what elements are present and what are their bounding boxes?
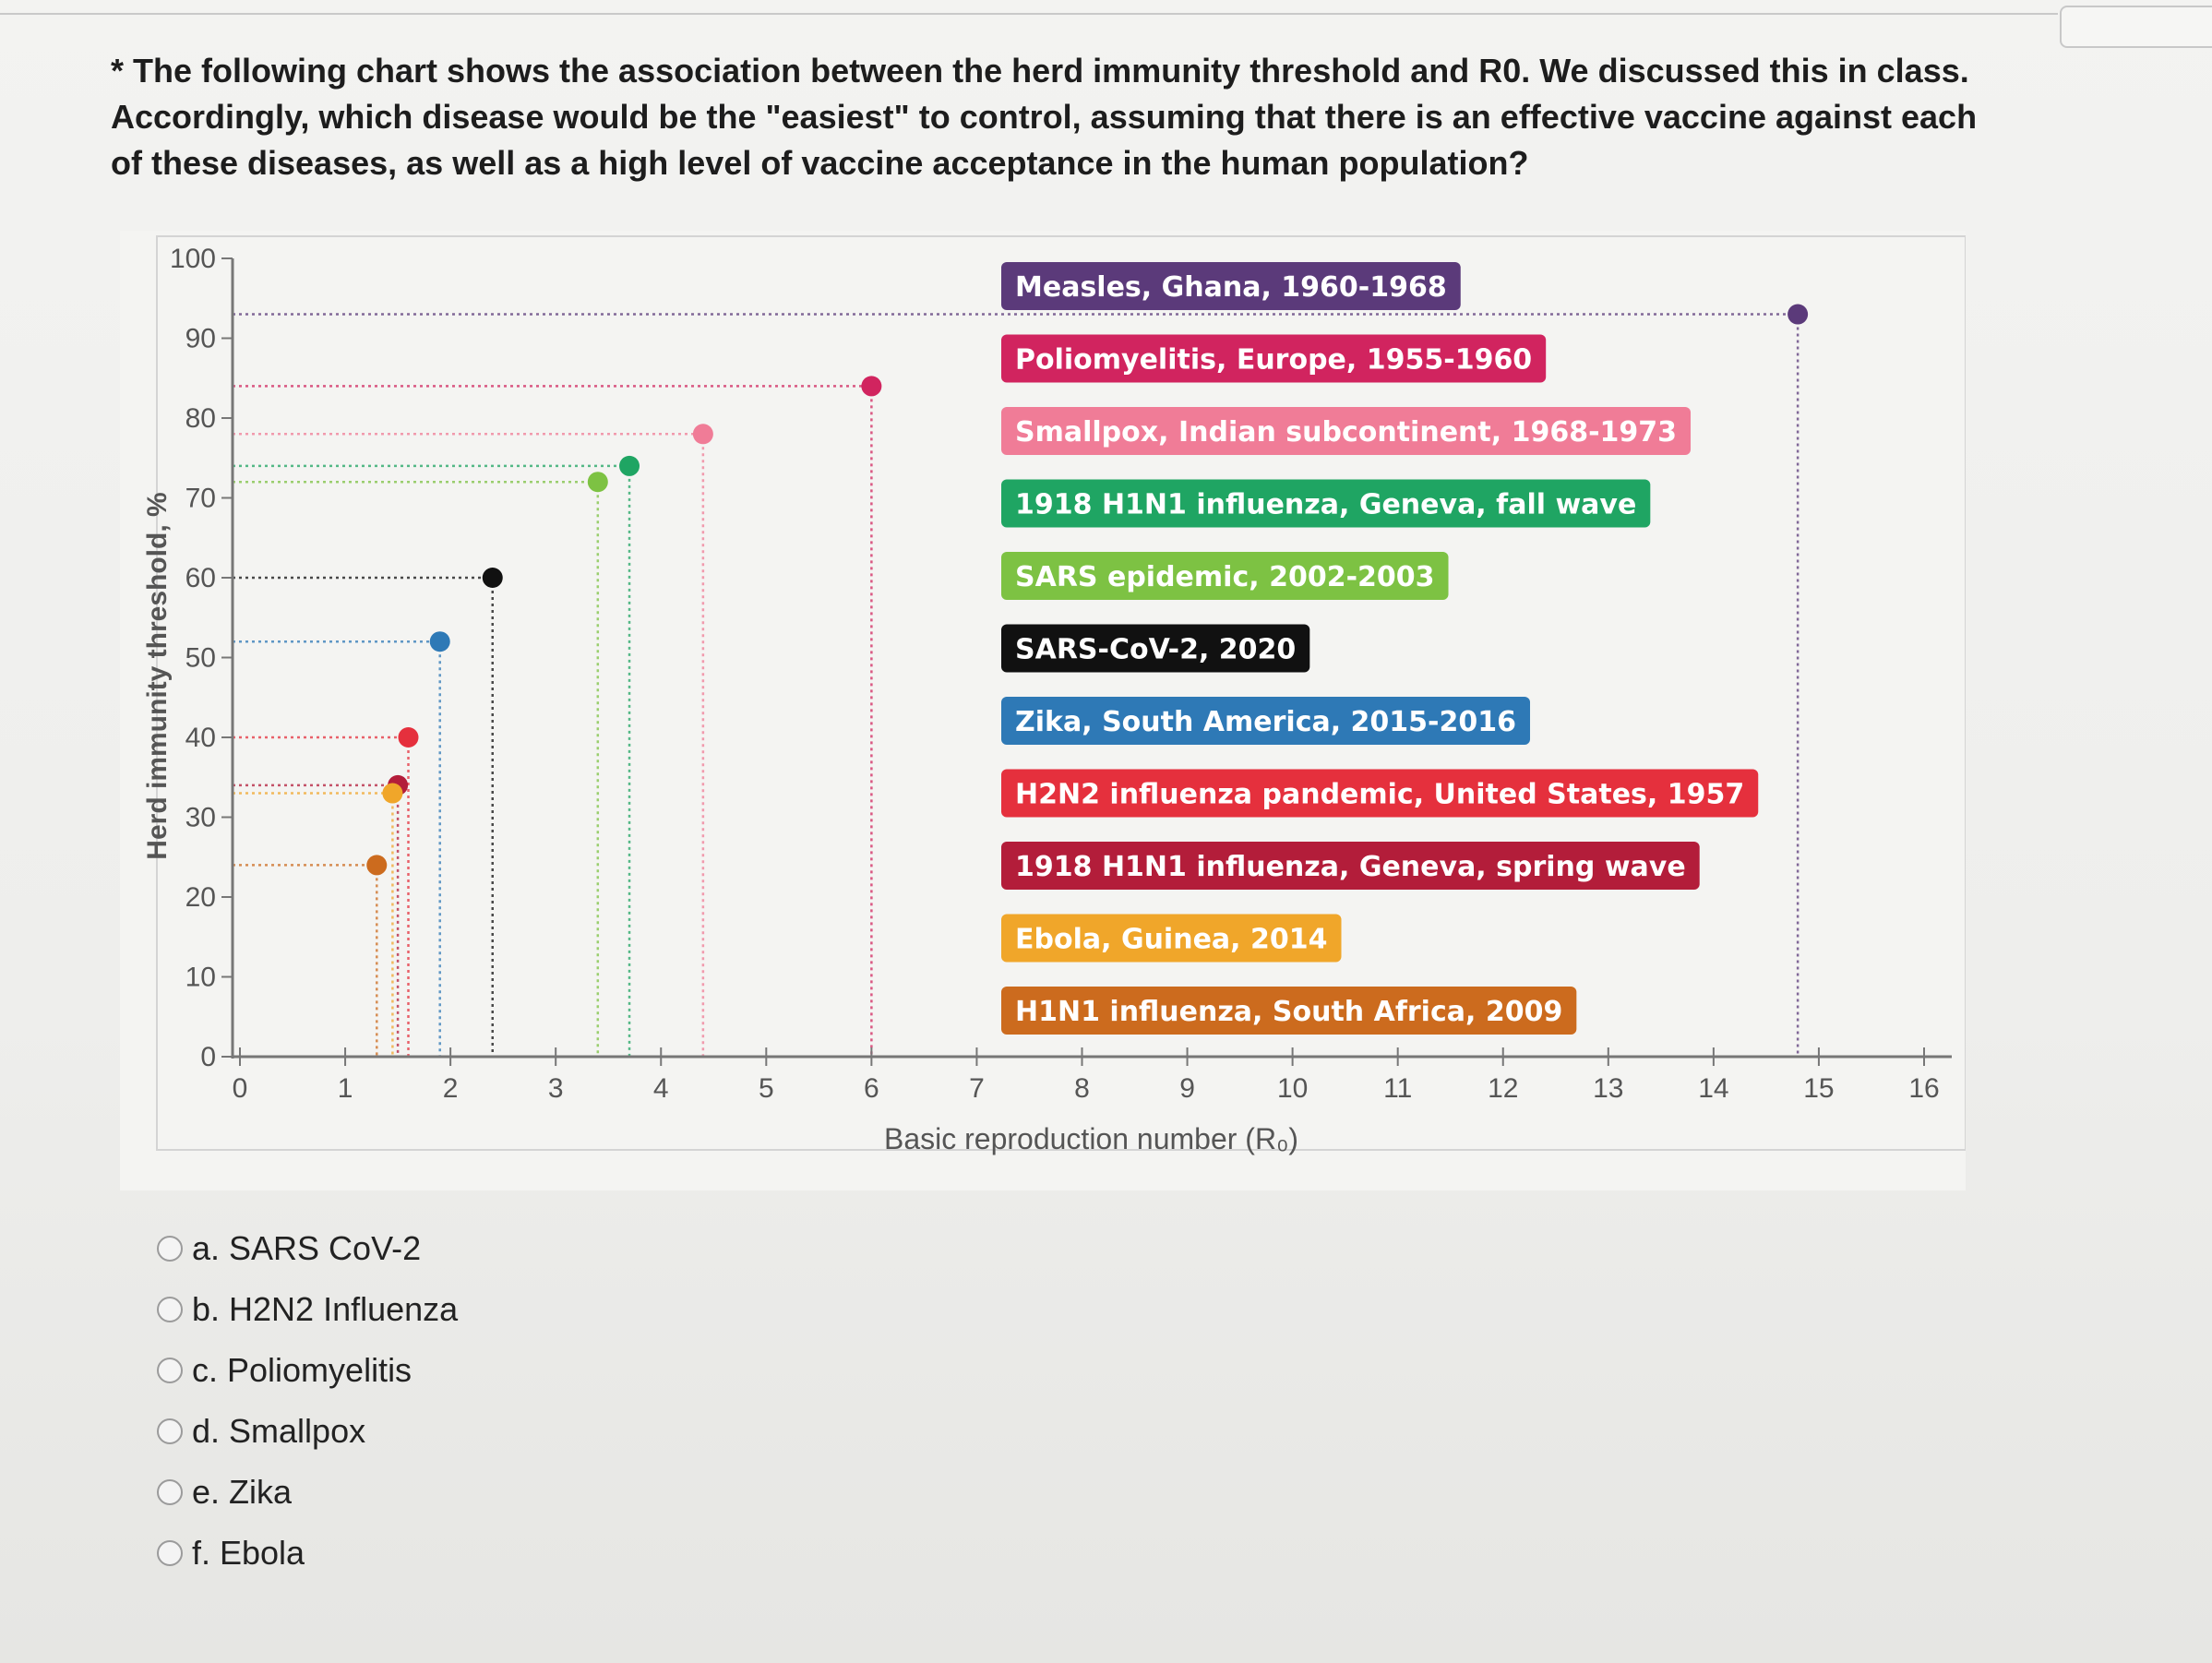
- radio-button[interactable]: [157, 1236, 183, 1262]
- radio-button[interactable]: [157, 1540, 183, 1566]
- answer-label: d. Smallpox: [192, 1412, 366, 1450]
- x-tick-label: 16: [1908, 1073, 1939, 1104]
- radio-button[interactable]: [157, 1418, 183, 1444]
- legend-label: Poliomyelitis, Europe, 1955-1960: [1015, 344, 1532, 377]
- y-tick-label: 30: [185, 803, 216, 833]
- x-tick-label: 8: [1074, 1073, 1090, 1104]
- answer-option-c[interactable]: c. Poliomyelitis: [157, 1340, 458, 1401]
- x-tick-label: 15: [1803, 1073, 1834, 1104]
- x-tick-label: 9: [1179, 1073, 1195, 1104]
- legend-label-box: [1001, 697, 1531, 745]
- answer-option-e[interactable]: e. Zika: [157, 1462, 458, 1523]
- legend-label: 1918 H1N1 influenza, Geneva, spring wave: [1015, 851, 1686, 883]
- data-point: [429, 631, 450, 652]
- y-tick-label: 80: [185, 403, 216, 434]
- divider: [0, 13, 2058, 15]
- y-tick-label: 0: [200, 1042, 216, 1072]
- x-tick-label: 1: [338, 1073, 353, 1104]
- y-tick-label: 100: [170, 244, 216, 274]
- legend-label-box: [1001, 552, 1449, 600]
- answer-label: c. Poliomyelitis: [192, 1351, 413, 1389]
- legend-label: SARS-CoV-2, 2020: [1015, 634, 1296, 666]
- x-tick-label: 2: [443, 1073, 459, 1104]
- data-point: [692, 424, 713, 445]
- data-point: [861, 376, 882, 397]
- answer-label: a. SARS CoV-2: [192, 1229, 422, 1267]
- legend-label-box: [1001, 987, 1577, 1035]
- legend-label-box: [1001, 262, 1461, 310]
- data-point: [587, 472, 608, 493]
- x-tick-label: 0: [233, 1073, 248, 1104]
- x-tick-label: 12: [1488, 1073, 1518, 1104]
- legend-label-box: [1001, 842, 1700, 890]
- y-tick-label: 50: [185, 643, 216, 674]
- answer-option-b[interactable]: b. H2N2 Influenza: [157, 1279, 458, 1340]
- legend-label: SARS epidemic, 2002-2003: [1015, 561, 1435, 593]
- x-tick-label: 5: [759, 1073, 774, 1104]
- legend-label: Measles, Ghana, 1960-1968: [1015, 271, 1447, 304]
- y-tick-label: 20: [185, 882, 216, 913]
- radio-button[interactable]: [157, 1358, 183, 1383]
- radio-button[interactable]: [157, 1297, 183, 1322]
- x-tick-label: 6: [864, 1073, 879, 1104]
- x-tick-label: 7: [969, 1073, 985, 1104]
- legend-label-box: [1001, 914, 1342, 963]
- legend-label: H1N1 influenza, South Africa, 2009: [1015, 996, 1562, 1028]
- data-point: [1788, 304, 1809, 325]
- data-point: [382, 783, 403, 804]
- question-text: * The following chart shows the associat…: [111, 48, 2012, 186]
- radio-button[interactable]: [157, 1479, 183, 1505]
- x-axis-label: Basic reproduction number (R₀): [884, 1122, 1298, 1155]
- chart-frame: [156, 235, 1966, 1151]
- legend-label: Ebola, Guinea, 2014: [1015, 924, 1328, 956]
- y-axis-label: Herd immunity threshold, %: [142, 492, 173, 859]
- answer-option-a[interactable]: a. SARS CoV-2: [157, 1218, 458, 1279]
- answer-label: f. Ebola: [192, 1534, 305, 1572]
- x-tick-label: 10: [1277, 1073, 1308, 1104]
- legend-label: Zika, South America, 2015-2016: [1015, 706, 1516, 738]
- data-point: [366, 855, 388, 876]
- data-point: [482, 568, 503, 588]
- answer-label: e. Zika: [192, 1473, 293, 1511]
- legend-label-box: [1001, 624, 1310, 673]
- legend-label: H2N2 influenza pandemic, United States, …: [1015, 779, 1744, 811]
- legend-label-box: [1001, 769, 1759, 818]
- answer-option-d[interactable]: d. Smallpox: [157, 1401, 458, 1462]
- legend-label-box: [1001, 479, 1651, 528]
- required-marker: *: [111, 52, 125, 90]
- x-tick-label: 3: [548, 1073, 564, 1104]
- legend-label: 1918 H1N1 influenza, Geneva, fall wave: [1015, 489, 1636, 521]
- answer-option-f[interactable]: f. Ebola: [157, 1523, 458, 1584]
- legend-label-box: [1001, 334, 1547, 383]
- y-tick-label: 90: [185, 324, 216, 354]
- herd-immunity-chart: 0 1 2 3 4 5 6 7 8 9 10 11 12 13 14 15 16 0 10 20 30 40 50 60 70 8…: [120, 231, 1966, 1190]
- x-tick-label: 14: [1698, 1073, 1728, 1104]
- data-point: [619, 455, 640, 476]
- x-tick-label: 11: [1383, 1073, 1412, 1104]
- y-tick-label: 40: [185, 723, 216, 753]
- answer-list: a. SARS CoV-2 b. H2N2 Influenza c. Polio…: [157, 1218, 458, 1584]
- y-tick-label: 60: [185, 563, 216, 593]
- legend-label: Smallpox, Indian subcontinent, 1968-1973: [1015, 416, 1677, 449]
- legend-label-box: [1001, 407, 1692, 455]
- chart-svg: 0 1 2 3 4 5 6 7 8 9 10 11 12 13 14 15 160102030405060708…: [120, 231, 1966, 1190]
- corner-tab[interactable]: [2060, 6, 2212, 48]
- x-tick-label: 13: [1593, 1073, 1623, 1104]
- data-point: [398, 727, 419, 748]
- x-tick-label: 4: [653, 1073, 669, 1104]
- y-tick-label: 10: [185, 963, 216, 993]
- y-tick-label: 70: [185, 484, 216, 514]
- question-body: The following chart shows the associatio…: [111, 52, 1978, 182]
- answer-label: b. H2N2 Influenza: [192, 1290, 459, 1328]
